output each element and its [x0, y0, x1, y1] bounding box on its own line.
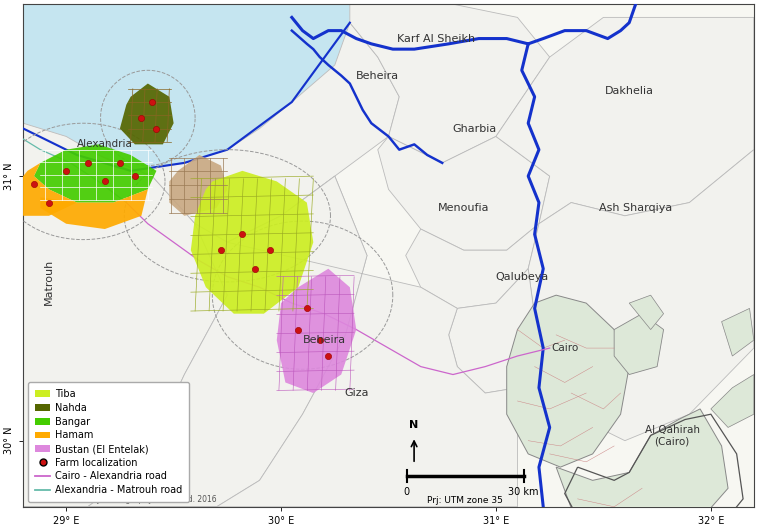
Text: Gharbia: Gharbia — [453, 123, 496, 134]
Text: 0: 0 — [404, 487, 410, 497]
Polygon shape — [350, 4, 550, 163]
Text: Matrouh: Matrouh — [44, 259, 54, 305]
Polygon shape — [23, 176, 518, 507]
Polygon shape — [685, 525, 728, 530]
Polygon shape — [34, 144, 156, 202]
Text: Giza: Giza — [344, 388, 368, 398]
Text: 30 km: 30 km — [509, 487, 539, 497]
Polygon shape — [377, 136, 550, 250]
Polygon shape — [711, 375, 754, 427]
Polygon shape — [12, 163, 77, 216]
Text: Al Qahirah
(Cairo): Al Qahirah (Cairo) — [644, 425, 700, 446]
Legend: Tiba, Nahda, Bangar, Hamam, Bustan (El Entelak), Farm localization, Cairo - Alex: Tiba, Nahda, Bangar, Hamam, Bustan (El E… — [28, 383, 190, 502]
Polygon shape — [191, 171, 313, 314]
Polygon shape — [528, 149, 754, 440]
Text: Dakhelia: Dakhelia — [605, 86, 653, 96]
Polygon shape — [120, 84, 174, 144]
Text: Ash Sharqiya: Ash Sharqiya — [599, 203, 672, 213]
Text: Menoufia: Menoufia — [438, 203, 490, 213]
Polygon shape — [556, 409, 728, 530]
Text: © Source: V. Alary. Cartography: Slim Saïd. 2016: © Source: V. Alary. Cartography: Slim Sa… — [30, 496, 216, 504]
Polygon shape — [496, 17, 754, 224]
Polygon shape — [23, 123, 227, 507]
Polygon shape — [722, 308, 754, 356]
Polygon shape — [449, 269, 539, 393]
Text: Karf Al Sheikh: Karf Al Sheikh — [396, 33, 475, 43]
Polygon shape — [629, 295, 663, 330]
Text: N: N — [409, 420, 418, 430]
Polygon shape — [277, 269, 356, 393]
Polygon shape — [40, 189, 148, 229]
Polygon shape — [614, 314, 663, 375]
Text: Qalubeya: Qalubeya — [495, 272, 548, 281]
Polygon shape — [23, 176, 367, 507]
Polygon shape — [99, 23, 399, 242]
Polygon shape — [23, 4, 350, 171]
Text: Prj: UTM zone 35: Prj: UTM zone 35 — [428, 496, 503, 505]
Text: Alexandria: Alexandria — [77, 139, 133, 149]
Text: Beheira: Beheira — [356, 70, 399, 81]
Text: Cairo: Cairo — [551, 343, 578, 353]
Polygon shape — [169, 155, 227, 216]
Polygon shape — [506, 295, 629, 467]
Text: Beheira: Beheira — [302, 335, 346, 345]
Polygon shape — [406, 224, 539, 308]
